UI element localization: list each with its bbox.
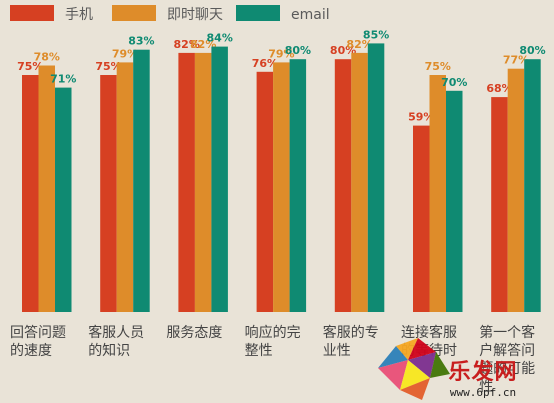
bar [211,46,228,312]
legend-item-2: email [236,5,330,23]
data-label: 80% [285,44,311,57]
legend-label: 手机 [65,7,93,23]
watermark-logo [378,338,450,400]
data-label: 79% [112,47,138,60]
bar [524,59,541,313]
logo-facet [378,346,408,368]
legend-item-0: 手机 [10,5,93,23]
legend-swatch [236,5,280,21]
data-label: 80% [519,44,545,57]
bar [289,59,307,313]
legend-label: email [291,7,330,23]
bar [178,52,195,313]
bar [507,68,525,312]
category-label: 响应的完整性 [245,324,301,359]
bar [446,90,463,312]
data-label: 82% [190,38,216,51]
logo-facet [430,352,450,378]
bar [116,62,134,313]
data-label: 59% [408,111,434,124]
category-label: 客服人员的知识 [88,324,144,359]
category-label: 回答问题的速度 [10,324,66,359]
bar [273,62,290,313]
bar [194,52,212,313]
watermark: 乐发网 www.6pf.cn [418,354,548,399]
bar [413,125,430,312]
bar [351,52,368,313]
bar [334,59,352,313]
category-label: 客服的专业性 [323,324,379,359]
bar [367,43,385,313]
logo-facet [408,352,436,378]
bar [100,75,117,312]
bar [38,65,55,312]
bar [22,75,39,312]
data-label: 82% [346,38,372,51]
legend-label: 即时聊天 [167,7,223,23]
legend-swatch [10,5,54,21]
data-label: 70% [441,76,467,89]
data-label: 79% [268,47,294,60]
watermark-text: 乐发网 [448,359,518,385]
logo-facet [400,360,430,390]
bar [429,75,446,312]
data-label: 78% [34,51,60,64]
data-label: 75% [95,60,121,73]
legend-swatch [112,5,156,21]
data-label: 85% [363,28,389,41]
bar [256,71,274,312]
category-label: 服务态度 [166,325,222,341]
legend-item-1: 即时聊天 [112,5,223,23]
logo-facet [396,338,418,360]
logo-facet [378,360,408,390]
data-label: 76% [252,57,278,70]
data-label: 77% [503,54,529,67]
category-label: 第一个客户解答问题的可能性 [479,324,535,395]
data-label: 75% [425,60,451,73]
bar [133,49,150,312]
data-label: 68% [486,82,512,95]
data-label: 80% [330,44,356,57]
data-label: 84% [207,32,233,45]
data-label: 75% [17,60,43,73]
bar [55,87,72,312]
logo-facet [400,378,430,400]
bar [491,97,508,312]
data-label: 71% [50,73,76,86]
data-label: 83% [128,35,154,48]
watermark-url: www.6pf.cn [449,386,517,399]
data-label: 82% [174,38,200,51]
logo-facet [408,338,436,360]
